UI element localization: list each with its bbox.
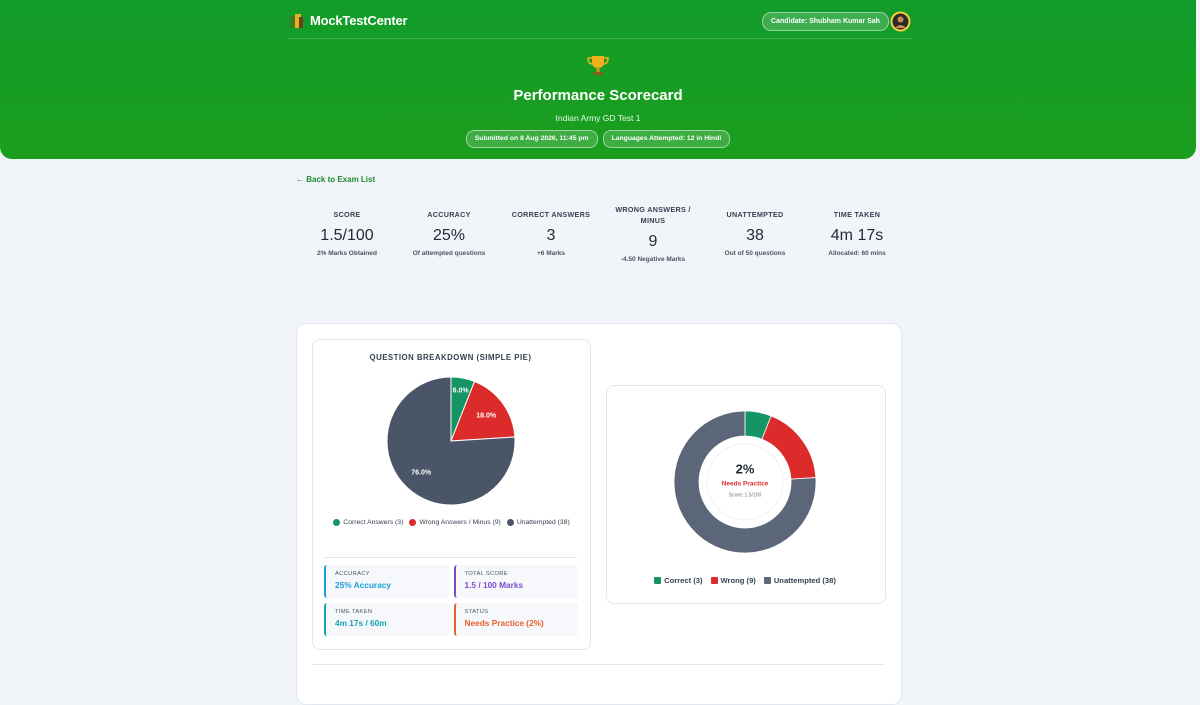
summary-grid: ACCURACY 25% Accuracy TOTAL SCORE 1.5 / 100… xyxy=(324,565,578,636)
page-title: Performance Scorecard xyxy=(513,87,683,104)
logo-icon xyxy=(290,14,303,28)
summary-label: TIME TAKEN xyxy=(335,609,373,615)
legend-label: Wrong (9) xyxy=(720,576,756,585)
stat-card: SCORE 1.5/100 2% Marks Obtained xyxy=(296,204,398,257)
donut-center xyxy=(706,443,784,521)
donut-label: Needs Practice xyxy=(722,481,769,488)
pie-legend: Correct Answers (3) Wrong Answers / Minus… xyxy=(330,519,573,526)
legend-item: Wrong (9) xyxy=(710,576,756,585)
legend-item: Unattempted (38) xyxy=(506,519,570,526)
pie-title: QUESTION BREAKDOWN (SIMPLE PIE) xyxy=(369,353,532,362)
donut-legend: Correct (3) Wrong (9) Unattempted (38) xyxy=(606,576,884,585)
avatar[interactable] xyxy=(890,11,911,32)
legend-swatch xyxy=(333,519,341,526)
pie-slice xyxy=(450,380,516,442)
stat-ring: 3 xyxy=(547,227,556,245)
summary-value: 1.5 / 100 Marks xyxy=(464,580,524,590)
legend-item: Correct Answers (3) xyxy=(333,519,403,526)
pie-label: 76.0% xyxy=(411,470,432,477)
stat-label: CORRECT ANSWERS xyxy=(511,210,591,219)
legend-swatch xyxy=(654,577,662,584)
stat-sub: /100 xyxy=(342,227,374,244)
separator xyxy=(312,664,884,665)
legend-item: Correct (3) xyxy=(654,576,703,585)
stat-note: Out of 50 questions xyxy=(724,250,786,257)
summary-label: STATUS xyxy=(464,609,489,615)
stat-value: 25% xyxy=(432,227,466,244)
summary-value: Needs Practice (2%) xyxy=(464,618,544,628)
page-subtitle: Indian Army GD Test 1 xyxy=(555,113,641,123)
stat-card: TIME TAKEN 4m 17s Allocated: 60 mins xyxy=(806,204,908,257)
pie-label: 6.0% xyxy=(453,388,470,395)
candidate-pill: Candidate: Shubham Kumar Sah xyxy=(762,12,889,31)
stat-ring: 25% xyxy=(433,227,465,245)
stat-note: Of attempted questions xyxy=(412,250,486,257)
stat-card: ACCURACY 25% Of attempted questions xyxy=(398,204,500,257)
stat-value: 4m 17s xyxy=(830,227,884,244)
header-divider xyxy=(288,38,912,39)
summary-label: ACCURACY xyxy=(335,571,370,577)
legend-swatch xyxy=(506,519,514,526)
donut-segment xyxy=(673,410,817,554)
legend-label: Unattempted (38) xyxy=(516,519,570,526)
stat-label: ACCURACY xyxy=(427,210,471,219)
legend-label: Correct Answers (3) xyxy=(343,519,404,526)
logo[interactable]: MockTestCenter xyxy=(310,13,408,28)
summary-card: TOTAL SCORE 1.5 / 100 Marks xyxy=(453,565,578,598)
legend-label: Unattempted (38) xyxy=(773,576,836,585)
separator xyxy=(324,557,577,558)
stat-value: 3 xyxy=(546,227,556,244)
summary-card: TIME TAKEN 4m 17s / 60m xyxy=(324,603,449,636)
summary-card: STATUS Needs Practice (2%) xyxy=(453,603,578,636)
stat-note: 2% Marks Obtained xyxy=(317,250,377,257)
summary-card: ACCURACY 25% Accuracy xyxy=(324,565,449,598)
stat-card: WRONG ANSWERS / MINUS 9 -4.50 Negative Mar… xyxy=(602,204,704,263)
stat-value: 38 xyxy=(746,227,764,244)
pie-chart: 6.0% 18.0% 76.0% xyxy=(386,376,516,506)
stat-value: 1.5 xyxy=(320,227,343,244)
back-link[interactable]: ← Back to Exam List xyxy=(296,175,376,184)
summary-value: 25% Accuracy xyxy=(335,580,391,590)
stat-note: -4.50 Negative Marks xyxy=(620,256,686,263)
donut-note: Score: 1.5/100 xyxy=(729,492,762,498)
stat-note: Allocated: 60 mins xyxy=(828,250,886,257)
badge: Languages Attempted: 12 in Hindi xyxy=(602,130,731,148)
donut-value: 2% xyxy=(736,461,755,476)
pie-slice xyxy=(386,376,516,506)
trophy-icon xyxy=(587,56,609,75)
summary-value: 4m 17s / 60m xyxy=(335,618,387,628)
legend-item: Unattempted (38) xyxy=(763,576,836,585)
stat-ring: 1.5/100 xyxy=(320,227,373,245)
stat-ring: 38 xyxy=(746,227,764,245)
legend-label: Wrong Answers / Minus (9) xyxy=(419,519,501,526)
stat-ring: 9 xyxy=(649,233,658,251)
stat-label: UNATTEMPTED xyxy=(726,210,784,219)
stat-label: WRONG ANSWERS / MINUS xyxy=(615,205,691,225)
legend-item: Wrong Answers / Minus (9) xyxy=(409,519,501,526)
donut-chart: 2% Needs Practice Score: 1.5/100 xyxy=(673,410,817,554)
stat-card: CORRECT ANSWERS 3 +6 Marks xyxy=(500,204,602,257)
legend-label: Correct (3) xyxy=(664,576,703,585)
pie-label: 18.0% xyxy=(476,412,497,419)
summary-label: TOTAL SCORE xyxy=(464,571,508,577)
stat-card: UNATTEMPTED 38 Out of 50 questions xyxy=(704,204,806,257)
header xyxy=(0,0,1196,159)
stat-label: TIME TAKEN xyxy=(833,210,881,219)
legend-swatch xyxy=(409,519,417,526)
stat-note: +6 Marks xyxy=(536,250,565,257)
stat-ring: 4m 17s xyxy=(831,227,883,245)
badge: Submitted on 8 Aug 2026, 11:45 pm xyxy=(465,130,598,148)
stat-label: SCORE xyxy=(333,210,361,219)
stat-value: 9 xyxy=(648,233,658,250)
badges: Submitted on 8 Aug 2026, 11:45 pm Languag… xyxy=(0,130,1196,148)
legend-swatch xyxy=(763,577,771,584)
legend-swatch xyxy=(710,577,718,584)
